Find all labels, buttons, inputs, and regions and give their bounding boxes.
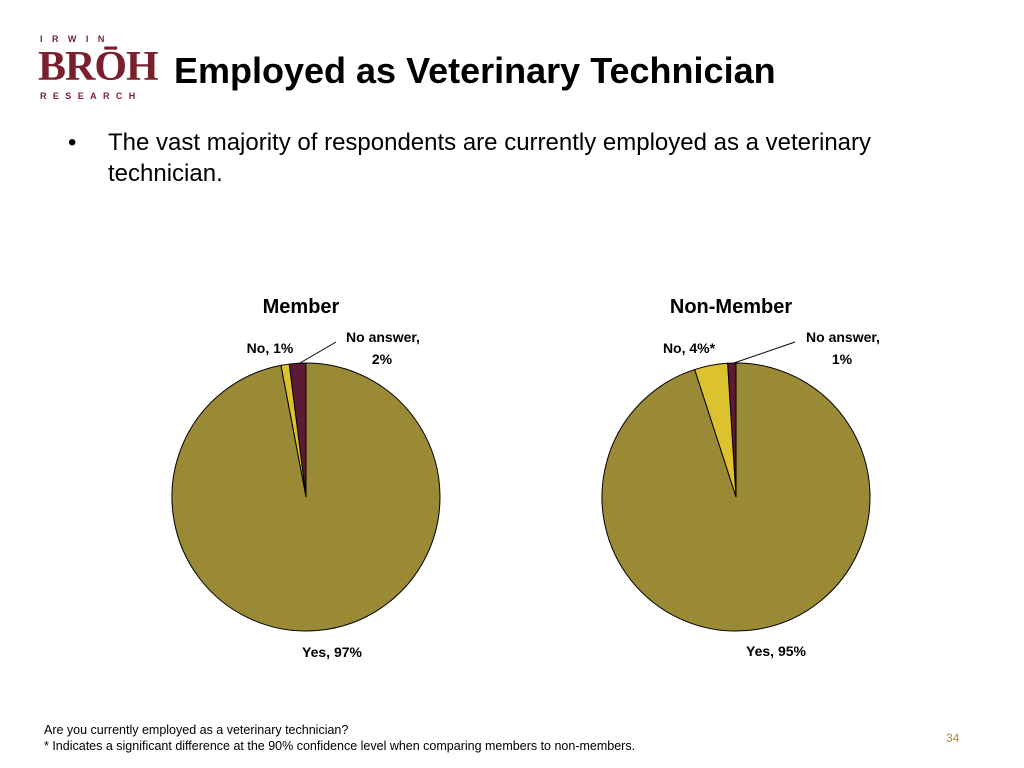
footer-notes: Are you currently employed as a veterina… [44,722,635,754]
non-member-label-no-answer-line1: No answer, [806,329,880,345]
non-member-pie-chart: Non-Member No, 4%* No answer, 1% Yes, 95… [601,296,880,659]
bullet-point: • The vast majority of respondents are c… [68,127,948,189]
footer-question: Are you currently employed as a veterina… [44,723,349,737]
member-label-no: No, 1% [247,340,294,356]
member-no-answer-leader [299,341,337,364]
member-label-no-answer-line1: No answer, [346,329,420,345]
irwin-broh-logo: IRWIN BRŌH RESEARCH [38,34,159,104]
non-member-slice-yes [601,362,871,632]
bullet-text: The vast majority of respondents are cur… [108,129,872,187]
page-title: Employed as Veterinary Technician [174,50,776,91]
member-pie-chart: Member No, 1% No answer, 2% Yes, 97% [171,296,441,660]
bullet-marker: • [68,129,77,156]
non-member-label-no: No, 4%* [663,340,716,356]
non-member-no-answer-leader [733,341,796,364]
non-member-label-yes: Yes, 95% [746,643,806,659]
member-chart-title: Member [263,296,340,318]
non-member-label-no-answer-line2: 1% [832,351,853,367]
non-member-slices [601,362,871,632]
footer-significance-note: * Indicates a significant difference at … [44,739,636,753]
member-slices [171,362,441,632]
non-member-chart-title: Non-Member [670,296,792,318]
pie-charts: Member No, 1% No answer, 2% Yes, 97% Non… [171,296,880,660]
member-slice-yes [171,362,441,632]
logo-bottom-text: RESEARCH [40,91,142,101]
logo-main-text: BRŌH [38,44,159,90]
member-label-yes: Yes, 97% [302,644,362,660]
logo-top-text: IRWIN [40,34,114,44]
member-label-no-answer-line2: 2% [372,351,393,367]
page-number: 34 [946,731,960,745]
